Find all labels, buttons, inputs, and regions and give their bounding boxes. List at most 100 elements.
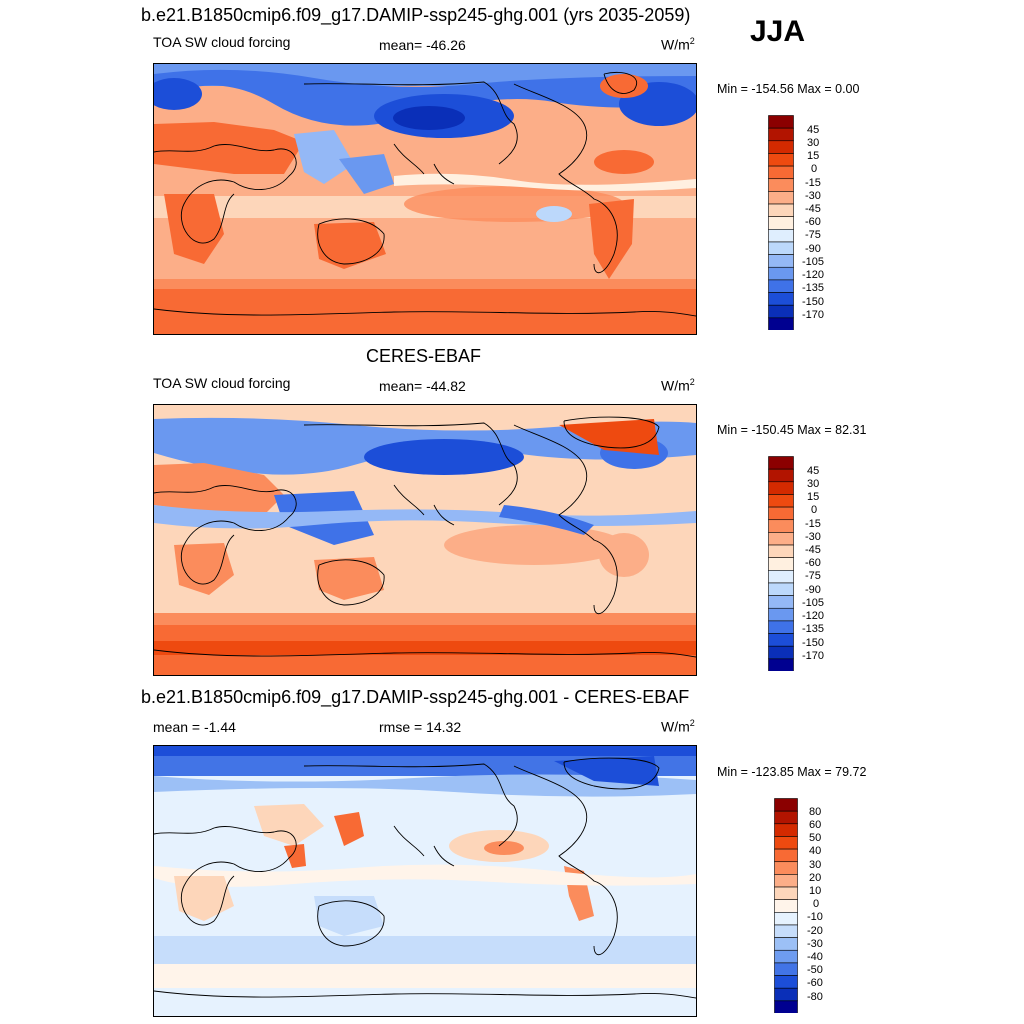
colorbar-swatch [768, 127, 794, 142]
panel2-field-label: TOA SW cloud forcing [153, 375, 291, 391]
panel2-cbar-tick: 15 [807, 491, 820, 503]
colorbar-swatch [768, 229, 794, 243]
panel2-map [153, 404, 697, 676]
colorbar-swatch [768, 544, 794, 558]
colorbar-swatch [768, 178, 794, 192]
colorbar-swatch [768, 658, 794, 671]
colorbar-swatch [768, 519, 794, 533]
panel1-cbar-tick: -75 [805, 229, 821, 241]
colorbar-swatch [774, 810, 798, 825]
colorbar-swatch [774, 874, 798, 888]
panel1-cbar-tick: -15 [805, 177, 821, 189]
panel3-colorbar [774, 798, 798, 1013]
colorbar-swatch [768, 582, 794, 596]
colorbar-swatch [768, 645, 794, 660]
panel3-cbar-tick: 40 [809, 845, 822, 857]
panel1-field-svg [154, 64, 696, 334]
panel1-cbar-tick: -60 [805, 216, 821, 228]
panel2-field-svg [154, 405, 696, 675]
panel2-cbar-tick: -120 [802, 610, 825, 622]
season-label: JJA [750, 15, 806, 48]
colorbar-swatch [774, 912, 798, 926]
colorbar-swatch [768, 292, 794, 306]
panel2-cbar-tick: -105 [802, 597, 825, 609]
panel1-mean-label: mean= -46.26 [379, 37, 466, 53]
panel3-cbar-tick: -30 [807, 938, 823, 950]
colorbar-swatch [768, 153, 794, 167]
colorbar-swatch [768, 216, 794, 230]
panel2-cbar-tick: 45 [807, 465, 820, 477]
colorbar-swatch [768, 241, 794, 255]
panel1-field-label: TOA SW cloud forcing [153, 34, 291, 50]
panel2-colorbar [768, 456, 794, 671]
panel2-cbar-tick: 30 [807, 478, 820, 490]
panel1-cbar-tick: 0 [811, 163, 818, 175]
colorbar-swatch [768, 633, 794, 647]
panel3-field-svg [154, 746, 696, 1016]
colorbar-swatch [768, 494, 794, 508]
colorbar-swatch [768, 191, 794, 205]
panel3-cbar-tick: -10 [807, 911, 823, 923]
panel3-mean-label: mean = -1.44 [153, 719, 236, 735]
panel1-minmax: Min = -154.56 Max = 0.00 [717, 82, 860, 96]
colorbar-swatch [774, 886, 798, 900]
colorbar-swatch [774, 937, 798, 951]
colorbar-swatch [774, 924, 798, 938]
colorbar-swatch [768, 595, 794, 609]
colorbar-swatch [768, 266, 794, 281]
colorbar-swatch [768, 456, 794, 470]
colorbar-swatch [774, 962, 798, 976]
panel2-cbar-tick: -90 [805, 584, 821, 596]
colorbar-swatch [774, 798, 798, 812]
panel1-cbar-tick: -135 [802, 282, 825, 294]
panel3-cbar-tick: -50 [807, 964, 823, 976]
panel2-cbar-tick: -45 [805, 544, 821, 556]
panel1-cbar-tick: 45 [807, 124, 820, 136]
panel2-minmax: Min = -150.45 Max = 82.31 [717, 423, 867, 437]
panel1-map [153, 63, 697, 335]
colorbar-swatch [774, 823, 798, 837]
panel3-cbar-tick: 10 [809, 885, 822, 897]
colorbar-swatch [768, 468, 794, 483]
colorbar-swatch [768, 115, 794, 129]
panel1-cbar-tick: -45 [805, 203, 821, 215]
panel3-map [153, 745, 697, 1017]
colorbar-swatch [774, 848, 798, 863]
colorbar-swatch [774, 899, 798, 913]
panel3-minmax: Min = -123.85 Max = 79.72 [717, 765, 867, 779]
panel1-units: W/m2 [661, 36, 695, 53]
panel3-title: b.e21.B1850cmip6.f09_g17.DAMIP-ssp245-gh… [141, 687, 690, 707]
panel1-cbar-tick: -120 [802, 269, 825, 281]
panel3-cbar-tick: -40 [807, 951, 823, 963]
panel1-cbar-tick: -105 [802, 256, 825, 268]
colorbar-swatch [774, 836, 798, 850]
colorbar-swatch [768, 203, 794, 217]
panel1-cbar-tick: 15 [807, 150, 820, 162]
colorbar-swatch [768, 317, 794, 330]
colorbar-swatch [768, 254, 794, 268]
panel2-mean-label: mean= -44.82 [379, 378, 466, 394]
colorbar-swatch [768, 557, 794, 571]
panel3-cbar-tick: 50 [809, 832, 822, 844]
panel1-cbar-tick: 30 [807, 137, 820, 149]
panel3-cbar-tick: 30 [809, 859, 822, 871]
colorbar-swatch [774, 975, 798, 989]
colorbar-swatch [768, 165, 794, 180]
colorbar-swatch [774, 987, 798, 1002]
panel1-cbar-tick: -30 [805, 190, 821, 202]
panel1-cbar-tick: -170 [802, 309, 825, 321]
colorbar-swatch [768, 570, 794, 584]
panel1-cbar-tick: -90 [805, 243, 821, 255]
colorbar-swatch [768, 506, 794, 521]
panel3-cbar-tick: -60 [807, 977, 823, 989]
colorbar-swatch [774, 1000, 798, 1013]
panel3-cbar-tick: 20 [809, 872, 822, 884]
panel2-cbar-tick: -170 [802, 650, 825, 662]
colorbar-swatch [774, 949, 798, 964]
panel1-cbar-tick: -150 [802, 296, 825, 308]
panel2-cbar-tick: -30 [805, 531, 821, 543]
panel3-cbar-tick: 80 [809, 806, 822, 818]
panel2-cbar-tick: -75 [805, 570, 821, 582]
panel2-cbar-tick: 0 [811, 504, 818, 516]
panel3-cbar-tick: -20 [807, 925, 823, 937]
